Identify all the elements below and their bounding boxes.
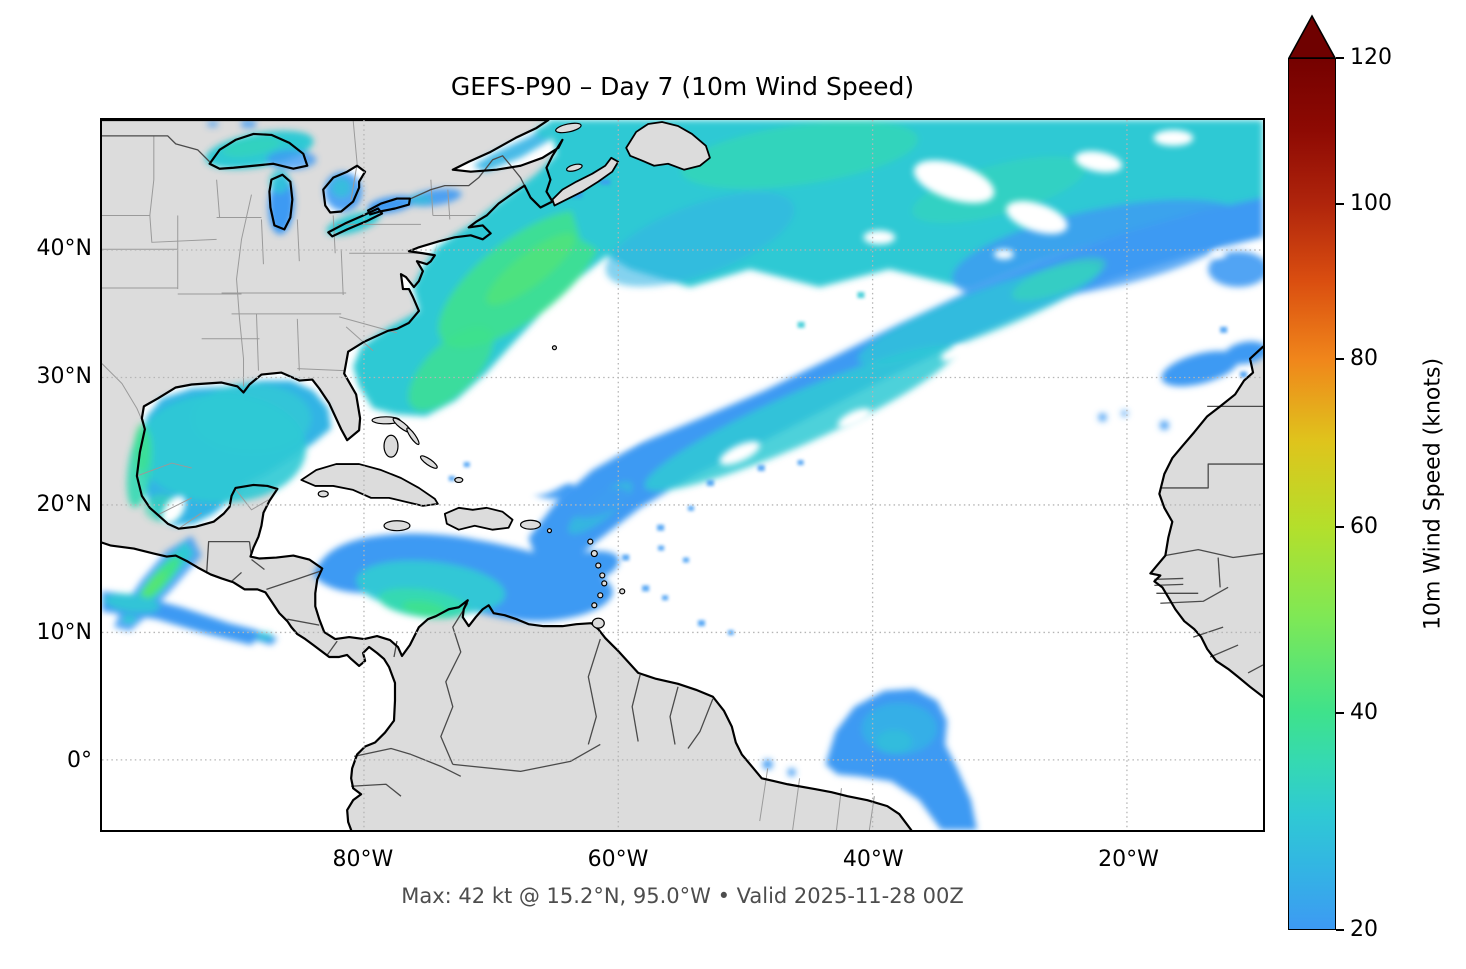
island-jamaica	[383, 520, 411, 532]
figure-title: GEFS-P90 – Day 7 (10m Wind Speed)	[450, 72, 915, 101]
island-isla-juventud	[317, 490, 329, 498]
island-long-island-bahamas	[419, 455, 438, 469]
island-trinidad	[591, 617, 605, 629]
colorbar-axis-label: 10m Wind Speed (knots)	[1420, 357, 1446, 631]
wind-gulf-of-mexico	[126, 380, 332, 526]
colorbar-tickmark	[1336, 526, 1344, 529]
y-tick-label: 20°N	[36, 492, 92, 518]
colorbar-tick-label: 120	[1350, 45, 1392, 70]
island-newfoundland	[625, 121, 711, 171]
atlantic-basin-map	[102, 120, 1263, 830]
wind-field-gaps	[162, 129, 1227, 524]
wind-brazil-patch	[762, 688, 977, 830]
colorbar-tickmark	[1336, 711, 1344, 714]
colorbar-extend-max-arrow	[1288, 14, 1336, 59]
wind-pacific-bands	[102, 591, 278, 646]
x-tick-label: 20°W	[1098, 847, 1159, 872]
y-tick-label: 10°N	[36, 620, 92, 646]
colorbar-tick-label: 100	[1350, 191, 1392, 217]
island-pei	[566, 163, 583, 172]
island-puerto-rico	[519, 519, 542, 530]
colorbar-tick-label: 80	[1350, 346, 1378, 372]
y-tick-label: 40°N	[36, 235, 92, 261]
colorbar-tick-label: 20	[1350, 917, 1378, 942]
colorbar-tick-label: 40	[1350, 699, 1378, 725]
x-tick-label: 80°W	[332, 847, 394, 872]
islands	[300, 121, 711, 629]
island-nova-scotia	[551, 156, 620, 207]
north-central-south-america-landmass	[102, 120, 912, 830]
wind-speed-field	[102, 120, 1263, 830]
island-anticosti	[555, 122, 582, 134]
africa-landmass	[1150, 346, 1263, 697]
island-cuba	[300, 463, 439, 507]
y-tick-label: 0°	[67, 748, 92, 774]
map-plot-area	[100, 118, 1265, 832]
wind-caribbean-swath	[313, 533, 620, 622]
island-eleuthera	[406, 427, 420, 446]
y-tick-label: 30°N	[36, 363, 92, 389]
graticule-gridlines	[102, 120, 1263, 830]
island-turks	[454, 476, 464, 484]
colorbar-gradient-bar	[1288, 58, 1336, 930]
colorbar-tickmark	[1336, 358, 1344, 361]
colorbar-tick-label: 60	[1350, 514, 1378, 540]
x-tick-label: 60°W	[587, 847, 649, 872]
lesser-antilles-arc	[546, 528, 626, 609]
wind-canary-patch	[1098, 341, 1263, 430]
colorbar-tickmark	[1336, 57, 1344, 59]
coastline-layer	[102, 120, 1263, 830]
island-bermuda	[551, 345, 558, 351]
island-hispaniola	[443, 506, 514, 531]
wind-central-atlantic-band	[528, 197, 1263, 570]
figure-subtitle: Max: 42 kt @ 15.2°N, 95.0°W • Valid 2025…	[401, 884, 964, 908]
x-tick-label: 40°W	[842, 847, 904, 872]
colorbar: 20 40 60 80 100 120 10m Wind Speed (knots)	[1288, 14, 1466, 954]
colorbar-tickmark	[1336, 929, 1344, 931]
island-andros	[383, 434, 399, 458]
colorbar-tickmark	[1336, 203, 1344, 206]
